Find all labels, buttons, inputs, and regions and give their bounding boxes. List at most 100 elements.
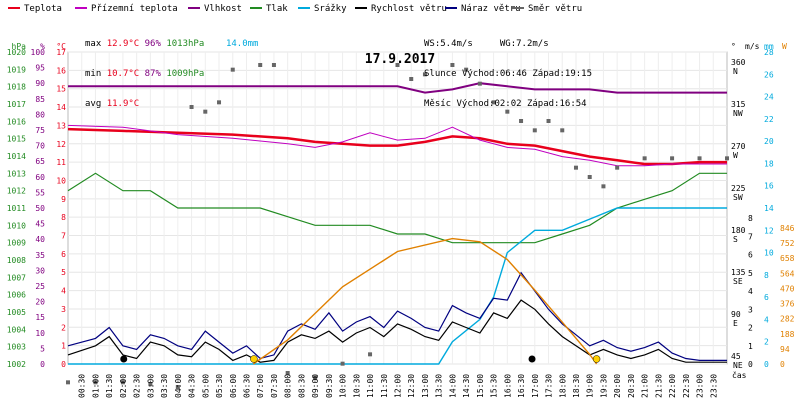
x-tick-label: 08:00: [284, 374, 293, 398]
degc-axis-tick: 12: [56, 140, 66, 149]
info-moonset: Západ:16:54: [526, 99, 587, 109]
stats-avg-label: avg: [85, 99, 102, 109]
x-tick-label: 08:30: [297, 374, 306, 398]
wm2-axis-tick: 0: [780, 360, 785, 369]
wind-dir-point: [477, 81, 482, 86]
x-tick-label: 20:30: [627, 374, 636, 398]
mm-axis-tick: 4: [764, 315, 769, 324]
wind-dir-point: [519, 119, 524, 123]
x-tick-label: 10:30: [352, 374, 361, 398]
x-tick-label: 18:30: [572, 374, 581, 398]
hpa-axis-tick: 1010: [7, 221, 26, 230]
x-tick-label: 22:30: [682, 374, 691, 398]
wind-dir-point: [217, 100, 222, 105]
mm-axis-tick: 22: [764, 115, 774, 124]
legend-label-6: Náraz větru: [461, 4, 521, 14]
info-moon: Měsíc Východ:02:02 Západ:16:54: [424, 99, 592, 109]
ms-axis-tick: 2: [748, 324, 753, 333]
wind-dir-point: [464, 67, 469, 72]
dir-axis-name: S: [733, 235, 738, 244]
ms-axis-tick: 3: [748, 305, 753, 314]
sun-marker: [592, 355, 601, 363]
wind-dir-point: [395, 63, 400, 67]
hpa-axis-tick: 1013: [7, 169, 26, 178]
legend-label-2: Vlhkost: [204, 4, 242, 14]
stats-min-hum: 87%: [144, 69, 161, 79]
pct-axis-tick: 0: [40, 360, 45, 369]
info-moon-label: Měsíc: [424, 99, 452, 109]
dir-axis-tick: 180: [731, 226, 746, 235]
hpa-axis-tick: 1016: [7, 117, 26, 126]
info-wg: WG:7.2m/s: [499, 39, 549, 49]
pct-axis-tick: 45: [35, 220, 45, 229]
dir-axis-tick: 270: [731, 142, 746, 151]
mm-axis-tick: 28: [764, 48, 774, 57]
mm-axis-tick: 8: [764, 271, 769, 280]
pct-axis-tick: 25: [35, 282, 45, 291]
wind-dir-point: [491, 100, 496, 105]
hpa-axis-tick: 1012: [7, 187, 26, 196]
wm2-axis-tick: 376: [780, 300, 795, 309]
degc-axis-tick: 9: [61, 195, 66, 204]
plot-area: [66, 63, 729, 389]
degc-axis-tick: 10: [56, 176, 66, 185]
ms-axis-tick: 0: [748, 360, 753, 369]
mm-axis-tick: 16: [764, 182, 774, 191]
dir-axis-tick: 315: [731, 100, 746, 109]
legend-label-3: Tlak: [266, 4, 288, 14]
mm-axis-tick: 14: [764, 204, 774, 213]
wind-dir-point: [66, 380, 70, 385]
x-tick-label: 04:00: [174, 374, 183, 398]
wm2-axis-tick: 470: [780, 284, 795, 293]
stats-min-press: 1009hPa: [166, 69, 205, 79]
degc-axis-tick: 4: [61, 287, 66, 296]
mm-axis-tick: 12: [764, 226, 774, 235]
series-vlhkost: [68, 82, 727, 94]
axes: 00:30 01:00 01:30 02:00 02:30 03:00 03:30 04:00…: [7, 42, 795, 398]
dir-axis-tick: 45: [731, 352, 741, 361]
degc-axis-tick: 11: [56, 158, 66, 167]
x-tick-label: 09:30: [325, 374, 334, 398]
wind-dir-point: [697, 156, 702, 161]
x-tick-label: 07:30: [270, 374, 279, 398]
wm2-axis-tick: 564: [780, 269, 795, 278]
stats-avg: avg 11.9°C: [85, 99, 258, 109]
stats-max-hum: 96%: [144, 39, 161, 49]
dir-axis-name: N: [733, 67, 738, 76]
moon-marker: [120, 355, 128, 363]
wind-dir-point: [285, 371, 290, 375]
pct-axis-tick: 15: [35, 313, 45, 322]
wind-dir-point: [422, 72, 427, 77]
wm2-axis-tick: 188: [780, 330, 795, 339]
x-tick-label: 12:00: [394, 374, 403, 398]
wind-dir-point: [450, 63, 455, 67]
dir-axis-name: E: [733, 319, 738, 328]
pct-axis-tick: 70: [35, 142, 45, 151]
stats-block: max 12.9°C 96% 1013hPa 14.0mm min 10.7°C…: [85, 19, 258, 129]
pct-axis-tick: 35: [35, 251, 45, 260]
degc-axis-tick: 15: [56, 85, 66, 94]
hpa-axis-tick: 1017: [7, 100, 26, 109]
degc-axis-tick: 2: [61, 323, 66, 332]
wind-dir-point: [93, 380, 98, 385]
mm-axis-tick: 18: [764, 159, 774, 168]
chart-title: 17.9.2017: [365, 52, 435, 67]
x-tick-label: 14:30: [462, 374, 471, 398]
degc-axis-tick: 5: [61, 268, 66, 277]
mm-axis-unit: mm: [764, 42, 774, 51]
hpa-axis-tick: 1007: [7, 273, 26, 282]
stats-max-rain: 14.0mm: [225, 39, 259, 49]
dir-axis-unit: °: [731, 42, 736, 51]
x-tick-label: 00:30: [78, 374, 87, 398]
dir-axis-name: SW: [733, 193, 743, 202]
wind-dir-point: [271, 63, 276, 67]
wind-dir-point: [587, 175, 592, 179]
legend-label-7: Směr větru: [528, 4, 582, 14]
wind-dir-point: [258, 63, 263, 67]
x-tick-label: 23:00: [696, 374, 705, 398]
x-tick-label: 19:00: [586, 374, 595, 398]
stats-avg-temp: 11.9°C: [106, 99, 140, 109]
x-tick-label: 05:00: [201, 374, 210, 398]
mm-axis-tick: 2: [764, 338, 769, 347]
